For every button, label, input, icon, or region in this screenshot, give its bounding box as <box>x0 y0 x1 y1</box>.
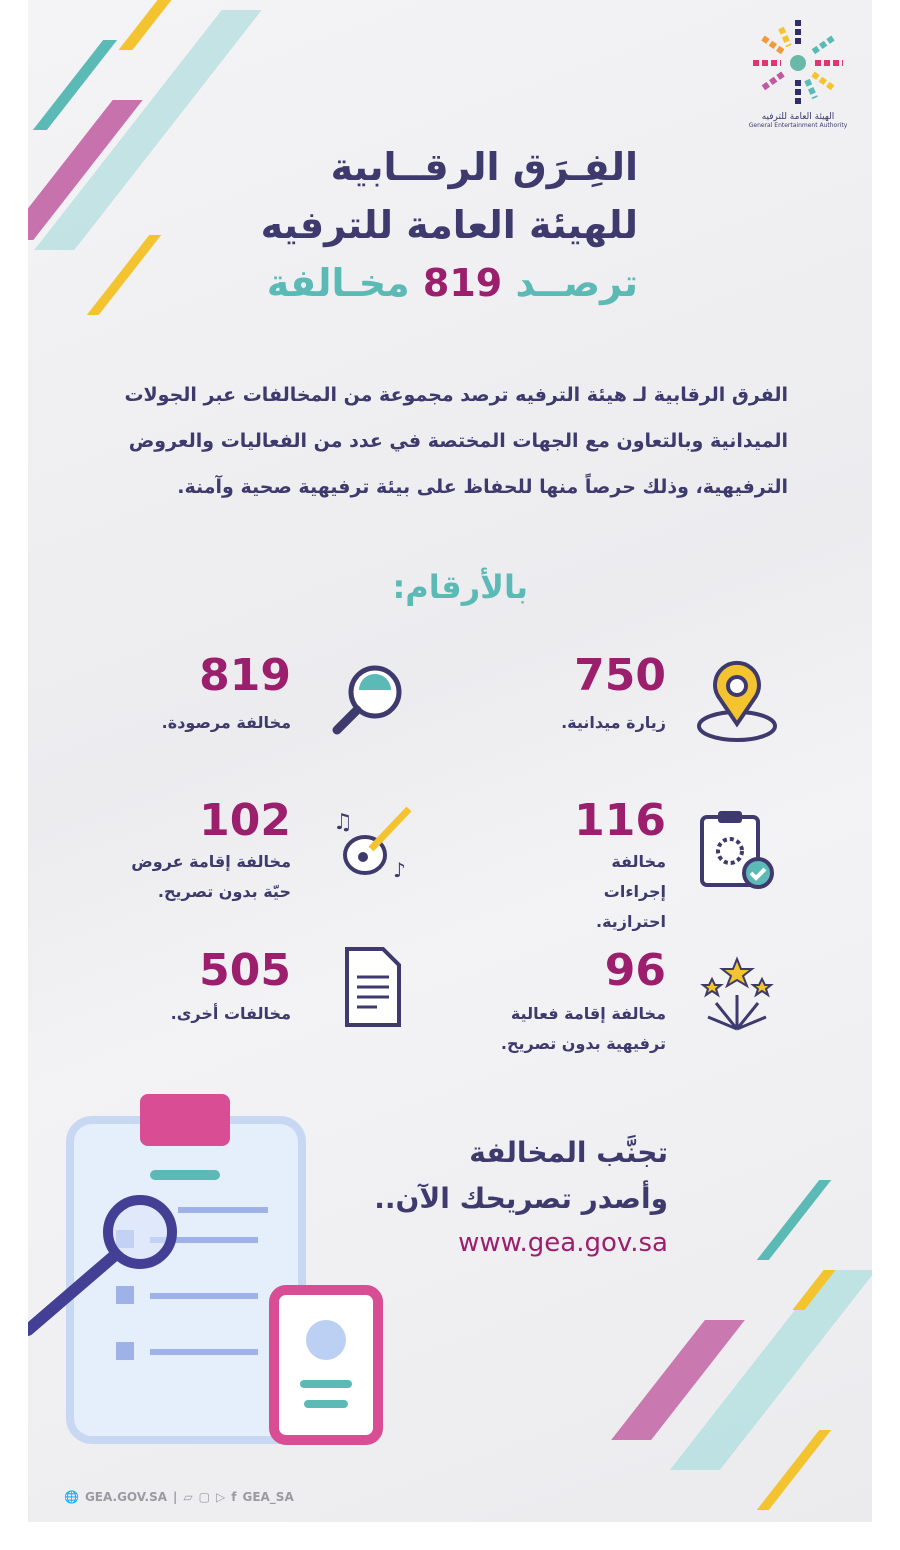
magnifier-icon <box>332 665 402 735</box>
divider: | <box>173 1490 178 1504</box>
fireworks-icon <box>700 956 774 1031</box>
footer-handle[interactable]: GEA_SA <box>242 1490 294 1504</box>
clipboard-phone-illustration <box>28 1094 383 1445</box>
stat-label: مخالفة إجراءات احترازية. <box>596 852 666 931</box>
call-to-action: تجنَّب المخالفة وأصدر تصريحك الآن.. www.… <box>328 1130 668 1258</box>
decor-stripe <box>756 1430 832 1510</box>
title-line-3: ترصــد 819 مخـالفة <box>228 254 638 312</box>
stat-detected-violations: 819 مخالفة مرصودة. <box>43 650 423 760</box>
title-verb: ترصــد <box>515 261 638 305</box>
stat-other-violations: 505 مخالفات أخرى. <box>43 945 423 1055</box>
cta-line-1: تجنَّب المخالفة <box>469 1136 668 1169</box>
instagram-icon[interactable]: ▢ <box>198 1490 210 1504</box>
stat-live-shows-violations: 102 مخالفة إقامة عروض حيّة بدون تصريح. ♫… <box>43 795 423 915</box>
cta-line-2: وأصدر تصريحك الآن.. <box>374 1182 668 1215</box>
decor-stripe <box>86 235 162 315</box>
stat-value: 96 <box>604 945 666 996</box>
decor-stripe <box>118 0 172 50</box>
footer-website[interactable]: GEA.GOV.SA <box>84 1490 168 1504</box>
stat-label: مخالفة إقامة عروض حيّة بدون تصريح. <box>131 852 291 901</box>
section-title: بالأرقام: <box>392 568 529 606</box>
logo-text-ar: الهيئة العامة للترفيه <box>761 112 835 122</box>
stat-value: 505 <box>199 945 291 996</box>
footer: 🌐 GEA.GOV.SA | ▱ ▢ ▷ f GEA_SA <box>64 1490 294 1504</box>
intro-paragraph: الفرق الرقابية لـ هيئة الترفيه ترصد مجمو… <box>124 384 788 498</box>
website-link[interactable]: www.gea.gov.sa <box>458 1228 668 1258</box>
stat-value: 116 <box>574 795 666 846</box>
title-line-1: الفِـرَق الرقــابية <box>330 145 638 189</box>
stat-value: 102 <box>199 795 291 846</box>
stat-precaution-violations: 116 مخالفة إجراءات احترازية. <box>418 795 798 931</box>
infographic: الهيئة العامة للترفيه General Entertainm… <box>28 0 872 1522</box>
page-title: الفِـرَق الرقــابية للهيئة العامة للترفي… <box>228 138 638 312</box>
logo-starburst-icon <box>753 20 843 106</box>
stat-event-violations: 96 مخالفة إقامة فعالية ترفيهية بدون تصري… <box>418 945 798 1075</box>
stat-value: 750 <box>574 650 666 701</box>
document-icon <box>345 947 401 1027</box>
svg-text:♪: ♪ <box>393 858 406 882</box>
title-noun: مخـالفة <box>266 261 410 305</box>
stat-label: زيارة ميدانية. <box>561 713 666 732</box>
guitar-icon: ♫♪ <box>333 806 412 882</box>
title-line-2: للهيئة العامة للترفيه <box>260 203 638 247</box>
stat-value: 819 <box>199 650 291 701</box>
stat-label: مخالفات أخرى. <box>170 1004 291 1023</box>
youtube-icon[interactable]: ▷ <box>216 1490 226 1504</box>
stat-label: مخالفة مرصودة. <box>161 713 291 732</box>
stat-field-visits: 750 زيارة ميدانية. <box>418 650 798 760</box>
gea-logo: الهيئة العامة للترفيه General Entertainm… <box>743 18 853 138</box>
stat-label: مخالفة إقامة فعالية ترفيهية بدون تصريح. <box>500 1004 666 1053</box>
clipboard-virus-icon <box>700 811 774 889</box>
globe-icon: 🌐 <box>64 1490 79 1504</box>
facebook-icon[interactable]: f <box>231 1490 237 1504</box>
decor-stripe <box>756 1180 832 1260</box>
twitter-icon[interactable]: ▱ <box>183 1490 193 1504</box>
logo-text-en: General Entertainment Authority <box>748 122 848 129</box>
location-pin-icon <box>697 660 777 742</box>
title-number: 819 <box>422 261 503 305</box>
svg-text:♫: ♫ <box>333 810 353 835</box>
